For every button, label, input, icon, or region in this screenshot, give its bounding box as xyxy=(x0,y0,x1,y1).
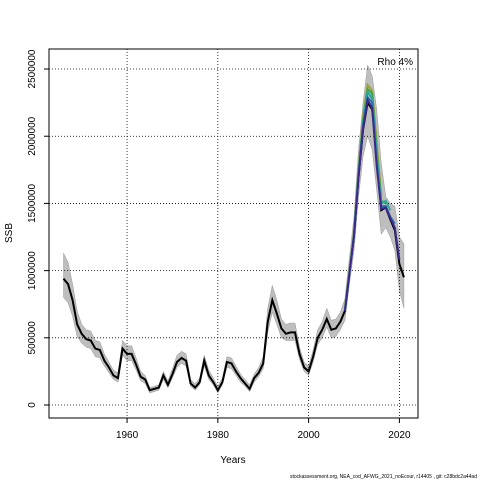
confidence-band xyxy=(63,64,405,394)
y-tick-label: 2500000 xyxy=(27,49,38,88)
annotation: Rho 4% xyxy=(377,57,413,68)
plot-frame xyxy=(48,48,419,419)
x-tick-label: 1980 xyxy=(207,430,230,441)
x-axis-label: Years xyxy=(220,455,245,466)
y-tick-label: 2000000 xyxy=(27,116,38,155)
x-tick-label: 1960 xyxy=(116,430,139,441)
y-tick-label: 500000 xyxy=(27,321,38,355)
x-tick-label: 2000 xyxy=(297,430,320,441)
y-axis-label: SSB xyxy=(4,223,15,243)
ssb-line xyxy=(343,96,401,312)
footer: stockassessment.org, NEA_cod_AFWG_2021_n… xyxy=(290,474,477,480)
y-tick-label: 1000000 xyxy=(27,251,38,290)
y-tick-label: 0 xyxy=(27,402,38,408)
x-tick-label: 2020 xyxy=(388,430,411,441)
y-tick-label: 1500000 xyxy=(27,184,38,223)
